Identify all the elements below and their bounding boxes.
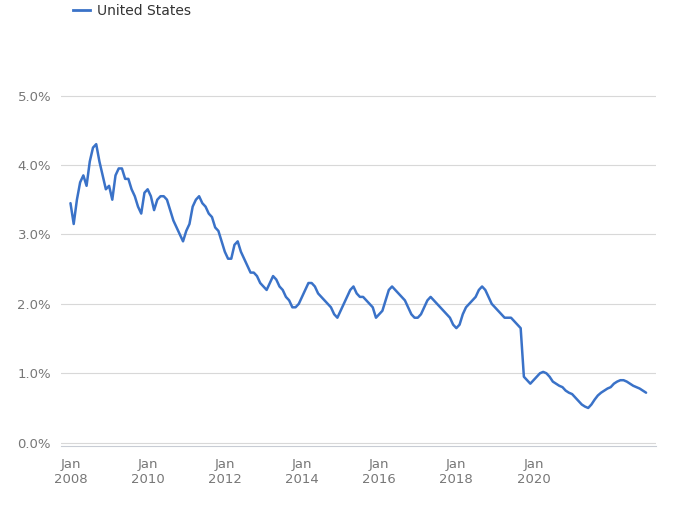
Legend: United States: United States: [68, 0, 197, 23]
